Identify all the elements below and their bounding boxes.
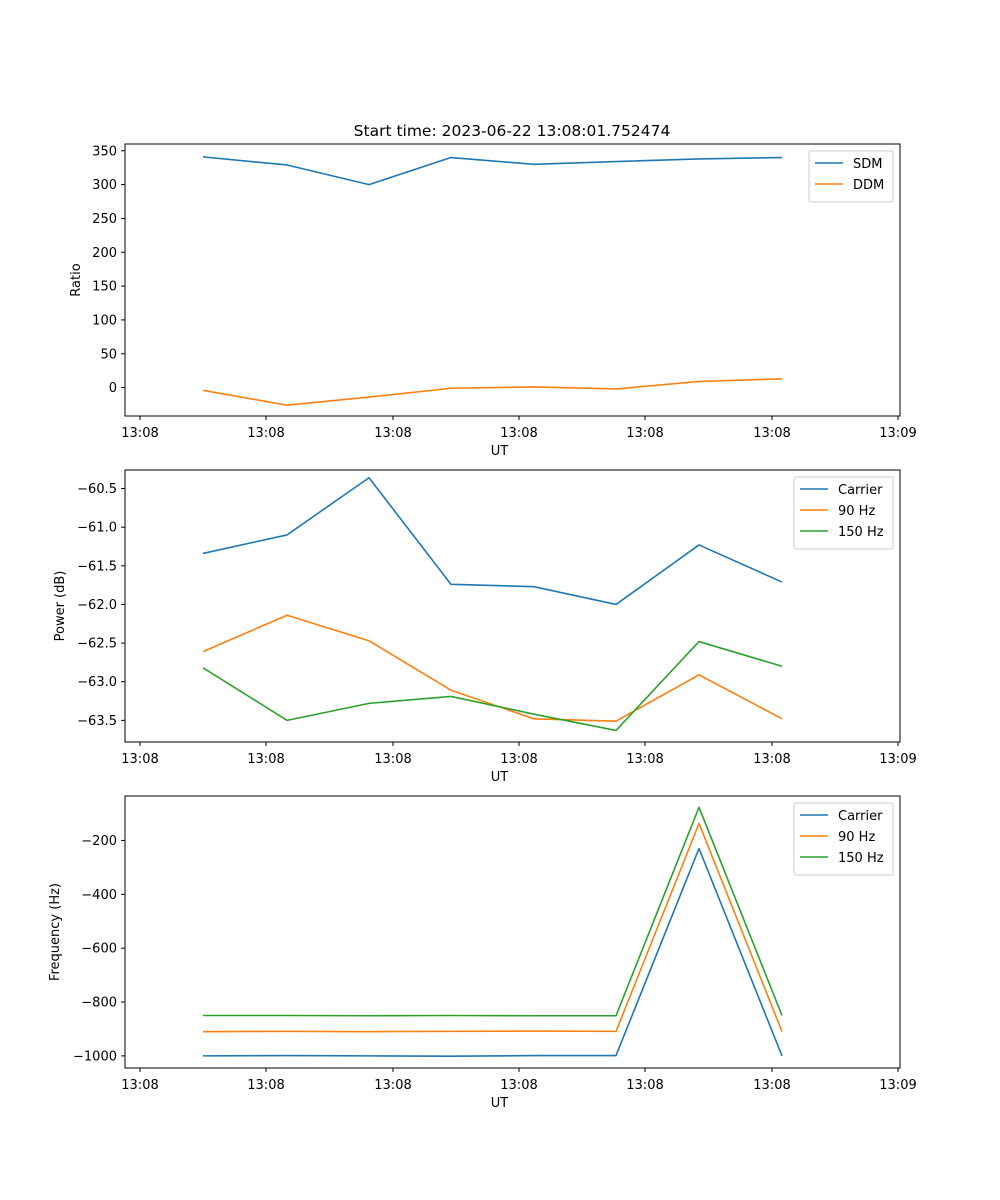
x-tick-label: 13:08	[374, 1078, 411, 1093]
x-tick-label: 13:08	[500, 426, 537, 441]
x-tick-label: 13:08	[500, 752, 537, 767]
subplot-2: 13:08 13:08 13:08 13:08 13:08 13:08 13:09 −63.5…	[53, 469, 917, 785]
legend: Carrier 90 Hz 150 Hz	[793, 802, 894, 876]
legend-entry: 90 Hz	[838, 504, 875, 519]
x-tick-label: 13:08	[247, 426, 284, 441]
y-tick-label: −1000	[73, 1049, 117, 1064]
series-line-90-hz	[202, 822, 783, 1033]
subplot-3: 13:08 13:08 13:08 13:08 13:08 13:08 13:09 −1000…	[48, 795, 917, 1111]
y-tick-label: −63.5	[77, 714, 117, 729]
x-tick-label: 13:08	[121, 752, 158, 767]
x-tick-label: 13:08	[374, 426, 411, 441]
legend: SDM DDM	[808, 150, 894, 203]
y-tick-label: 100	[92, 313, 117, 328]
y-tick-label: −60.5	[77, 482, 117, 497]
x-axis-label: UT	[491, 444, 509, 459]
x-tick-label: 13:08	[626, 1078, 663, 1093]
x-tick-label: 13:08	[247, 1078, 284, 1093]
subplot-1: 13:08 13:08 13:08 13:08 13:08 13:08 13:09 0 50 10…	[69, 143, 917, 459]
x-tick-label: 13:09	[879, 1078, 916, 1093]
y-tick-label: 250	[92, 212, 117, 227]
axes-frame	[124, 143, 901, 417]
axes-frame	[124, 469, 901, 743]
y-tick-label: 0	[109, 381, 117, 396]
x-tick-label: 13:09	[879, 426, 916, 441]
legend-entry: DDM	[853, 178, 884, 193]
y-tick-label: 350	[92, 144, 117, 159]
y-axis-label: Ratio	[69, 263, 84, 296]
series-line-ddm	[202, 377, 783, 406]
legend-entry: 150 Hz	[838, 851, 884, 866]
axes-frame	[124, 795, 901, 1069]
y-tick-label: 50	[100, 347, 117, 362]
y-axis-label: Power (dB)	[53, 571, 68, 642]
y-tick-label: −600	[81, 942, 117, 957]
y-tick-label: −62.0	[77, 598, 117, 613]
x-tick-label: 13:08	[753, 426, 790, 441]
x-tick-label: 13:08	[121, 1078, 158, 1093]
x-axis-label: UT	[491, 1096, 509, 1111]
series-line-carrier	[202, 847, 783, 1057]
legend-entry: Carrier	[838, 809, 883, 824]
x-tick-label: 13:08	[626, 752, 663, 767]
legend-entry: Carrier	[838, 483, 883, 498]
legend-entry: 90 Hz	[838, 830, 875, 845]
y-tick-label: 200	[92, 246, 117, 261]
y-tick-label: 150	[92, 280, 117, 295]
figure-title: Start time: 2023-06-22 13:08:01.752474	[354, 122, 671, 140]
y-tick-label: 300	[92, 178, 117, 193]
x-tick-label: 13:08	[500, 1078, 537, 1093]
y-tick-label: −200	[81, 834, 117, 849]
x-tick-label: 13:08	[121, 426, 158, 441]
y-tick-label: −61.5	[77, 559, 117, 574]
y-tick-label: −400	[81, 888, 117, 903]
x-tick-label: 13:08	[247, 752, 284, 767]
x-axis-label: UT	[491, 770, 509, 785]
legend-entry: 150 Hz	[838, 525, 884, 540]
x-tick-label: 13:09	[879, 752, 916, 767]
y-axis-label: Frequency (Hz)	[48, 883, 63, 981]
legend-entry: SDM	[853, 157, 882, 172]
series-line-150-hz	[202, 640, 783, 732]
x-tick-label: 13:08	[626, 426, 663, 441]
series-line-150-hz	[203, 806, 783, 1017]
series-line-sdm	[202, 156, 783, 186]
x-tick-label: 13:08	[753, 1078, 790, 1093]
y-tick-label: −800	[81, 996, 117, 1011]
y-tick-label: −62.5	[77, 637, 117, 652]
y-tick-label: −63.0	[77, 675, 117, 690]
x-tick-label: 13:08	[753, 752, 790, 767]
x-tick-label: 13:08	[374, 752, 411, 767]
legend: Carrier 90 Hz 150 Hz	[793, 476, 894, 550]
y-tick-label: −61.0	[77, 521, 117, 536]
series-line-carrier	[202, 476, 783, 606]
